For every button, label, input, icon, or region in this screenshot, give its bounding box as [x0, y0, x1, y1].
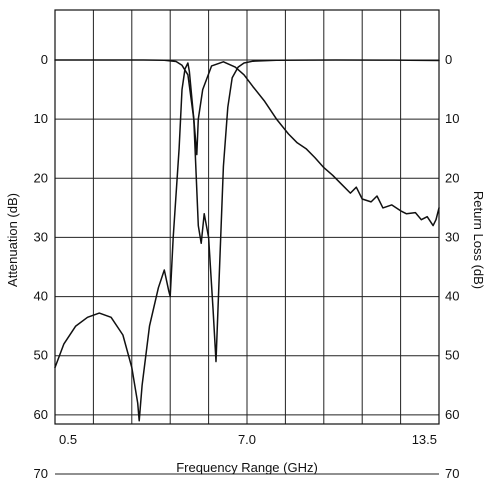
right-y-tick-label: 30: [445, 229, 459, 244]
right-y-tick-label: 50: [445, 348, 459, 363]
left-y-tick-label: 30: [34, 229, 48, 244]
right-y-axis-ticks: 0 10 20 30 40 50 60 70: [445, 52, 459, 481]
x-tick-label: 7.0: [238, 432, 256, 447]
right-y-tick-label: 40: [445, 289, 459, 304]
right-y-tick-label: 0: [445, 52, 452, 67]
right-y-tick-label: 10: [445, 111, 459, 126]
plot-frame: [54, 9, 440, 425]
left-y-tick-label: 0: [41, 52, 48, 67]
left-y-axis-title: Attenuation (dB): [5, 193, 20, 287]
right-y-tick-label: 60: [445, 407, 459, 422]
x-tick-label: 13.5: [412, 432, 437, 447]
left-y-tick-label: 20: [34, 170, 48, 185]
x-axis-ticks: 0.5 7.0 13.5: [59, 432, 437, 447]
right-y-tick-label: 20: [445, 170, 459, 185]
x-tick-label: 0.5: [59, 432, 77, 447]
left-y-tick-label: 10: [34, 111, 48, 126]
series-line-0: [54, 59, 440, 363]
left-y-tick-label: 70: [34, 466, 48, 481]
x-axis-title: Frequency Range (GHz): [176, 460, 318, 475]
series-group: [54, 59, 440, 422]
right-y-axis-title: Return Loss (dB): [471, 191, 485, 289]
right-y-tick-label: 70: [445, 466, 459, 481]
left-y-tick-label: 60: [34, 407, 48, 422]
left-y-axis-ticks: 0 10 20 30 40 50 60 70: [34, 52, 48, 481]
series-line-1: [54, 61, 440, 422]
left-y-tick-label: 40: [34, 289, 48, 304]
left-y-tick-label: 50: [34, 348, 48, 363]
